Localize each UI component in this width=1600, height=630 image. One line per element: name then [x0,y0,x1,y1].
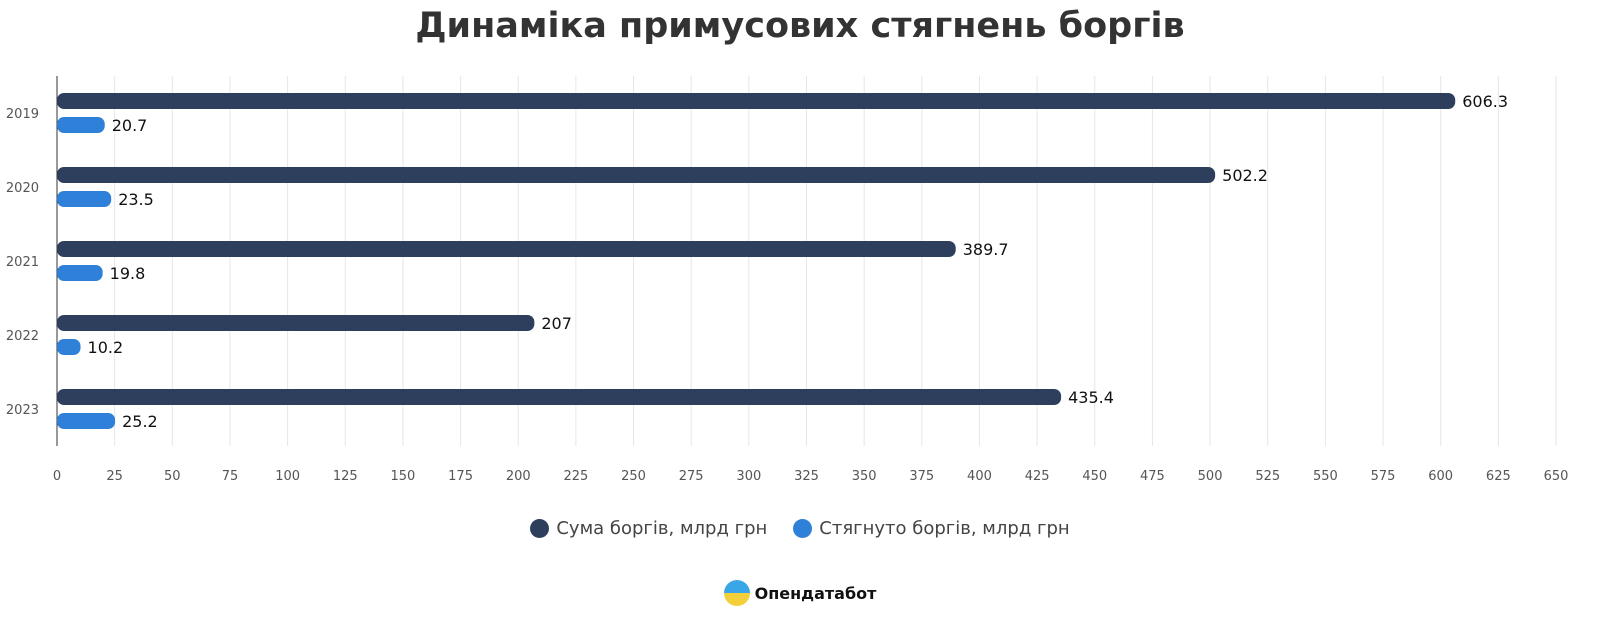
x-tick-label: 375 [909,469,934,484]
data-label: 25.2 [122,412,158,431]
x-tick-label: 350 [852,469,877,484]
x-tick-label: 275 [679,469,704,484]
data-label: 207 [541,314,572,333]
legend-item-total[interactable]: Сума боргів, млрд грн [530,518,767,539]
x-tick-label: 175 [448,469,473,484]
y-tick-label: 2020 [6,181,39,196]
y-tick-label: 2019 [6,107,39,122]
bar [57,339,81,355]
x-tick-label: 325 [794,469,819,484]
x-tick-label: 50 [164,469,181,484]
x-tick-label: 150 [391,469,416,484]
x-tick-label: 0 [53,469,61,484]
y-tick-label: 2021 [6,255,39,270]
data-label: 20.7 [112,116,148,135]
bar [57,93,1456,109]
x-tick-label: 250 [621,469,646,484]
bar [57,117,105,133]
brand-name: Опендатабот [754,583,877,603]
x-tick-label: 425 [1025,469,1050,484]
y-tick-label: 2022 [6,329,39,344]
x-tick-label: 600 [1428,469,1453,484]
data-label: 606.3 [1462,92,1508,111]
data-label: 502.2 [1222,166,1268,185]
x-tick-label: 550 [1313,469,1338,484]
data-label: 10.2 [88,338,124,357]
bar [57,167,1216,183]
data-label: 19.8 [110,264,146,283]
chart-title: Динаміка примусових стягнень боргів [415,6,1185,46]
bar [57,241,956,257]
data-label: 23.5 [118,190,154,209]
x-tick-label: 500 [1198,469,1223,484]
data-label: 435.4 [1068,388,1114,407]
legend-dot-icon [530,519,550,538]
x-tick-label: 25 [106,469,123,484]
legend-label: Стягнуто боргів, млрд грн [819,518,1070,539]
x-tick-label: 200 [506,469,531,484]
bar [57,315,535,331]
x-tick-label: 100 [275,469,300,484]
bar [57,413,116,429]
x-tick-label: 575 [1371,469,1396,484]
brand: Опендатабот [0,580,1600,606]
x-tick-label: 475 [1140,469,1165,484]
x-tick-label: 125 [333,469,358,484]
x-tick-label: 525 [1255,469,1280,484]
x-tick-label: 300 [736,469,761,484]
legend: Сума боргів, млрд грн Стягнуто боргів, м… [0,518,1600,539]
x-tick-label: 650 [1544,469,1569,484]
legend-label: Сума боргів, млрд грн [556,518,768,539]
bar [57,389,1062,405]
data-label: 389.7 [963,240,1009,259]
y-tick-label: 2023 [6,403,39,418]
bar [57,265,103,281]
x-tick-label: 625 [1486,469,1511,484]
x-tick-label: 75 [222,469,239,484]
x-tick-label: 400 [967,469,992,484]
x-tick-label: 225 [563,469,588,484]
bar [57,191,112,207]
legend-dot-icon [793,519,813,538]
x-tick-label: 450 [1082,469,1107,484]
legend-item-collected[interactable]: Стягнуто боргів, млрд грн [793,518,1070,539]
brand-logo-icon [723,580,750,606]
